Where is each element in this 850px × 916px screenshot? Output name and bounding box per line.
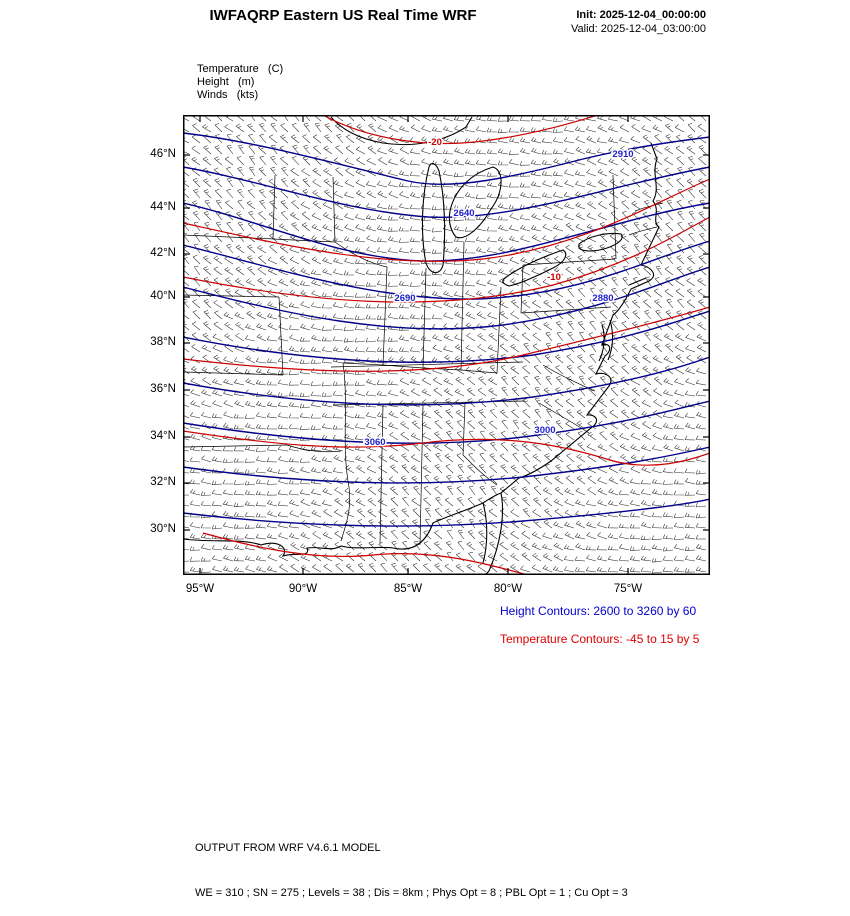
model-output-line: OUTPUT FROM WRF V4.6.1 MODEL bbox=[195, 842, 381, 854]
temperature-contour-label: -10 bbox=[547, 272, 561, 283]
model-footer: OUTPUT FROM WRF V4.6.1 MODEL WE = 310 ; … bbox=[195, 811, 628, 916]
coastline bbox=[482, 502, 488, 564]
state-boundary bbox=[278, 296, 284, 376]
temperature-contour bbox=[182, 306, 711, 372]
lon-axis-label: 95°W bbox=[185, 583, 215, 595]
height-contour-label: 2880 bbox=[592, 293, 613, 304]
valid-time: Valid: 2025-12-04_03:00:00 bbox=[571, 23, 706, 35]
height-contour bbox=[182, 446, 711, 484]
state-boundary bbox=[272, 174, 276, 240]
wind-barbs bbox=[178, 111, 707, 574]
state-boundary bbox=[520, 306, 612, 314]
lat-axis-label: 38°N bbox=[150, 336, 176, 348]
state-boundary bbox=[628, 226, 658, 236]
legend-item: Temperature (C) bbox=[197, 63, 284, 75]
state-boundary bbox=[462, 402, 498, 486]
lon-axis-label: 80°W bbox=[493, 583, 523, 595]
forecast-map: -20 2910 2640 2690 -10 2880 3060 3000 bbox=[178, 111, 711, 576]
state-boundary bbox=[286, 444, 342, 453]
temperature-contour-label: -20 bbox=[428, 137, 442, 148]
coastline bbox=[628, 277, 647, 286]
coastline bbox=[421, 162, 446, 274]
lon-axis-label: 75°W bbox=[613, 583, 643, 595]
state-boundary bbox=[334, 241, 388, 268]
state-boundary bbox=[460, 286, 502, 374]
height-contour-label: 3060 bbox=[364, 437, 385, 448]
map-frame bbox=[183, 115, 710, 575]
state-boundary bbox=[340, 362, 351, 542]
model-config-line: WE = 310 ; SN = 275 ; Levels = 38 ; Dis … bbox=[195, 887, 628, 899]
height-contour bbox=[182, 310, 711, 364]
lat-axis-label: 36°N bbox=[150, 383, 176, 395]
state-boundary bbox=[419, 404, 424, 546]
temperature-contour bbox=[182, 430, 711, 466]
temperature-contour bbox=[182, 178, 711, 262]
state-boundary bbox=[379, 404, 384, 544]
temperature-contour bbox=[202, 532, 529, 576]
run-times: Init: 2025-12-04_00:00:00 Valid: 2025-12… bbox=[520, 8, 706, 36]
lat-axis-label: 44°N bbox=[150, 201, 176, 213]
state-boundary bbox=[330, 361, 524, 368]
height-contour-label: 3000 bbox=[534, 425, 555, 436]
coastline bbox=[578, 232, 623, 252]
page-title: IWFAQRP Eastern US Real Time WRF bbox=[209, 7, 477, 24]
legend-item: Winds (kts) bbox=[197, 89, 259, 101]
height-contour bbox=[182, 240, 711, 300]
state-boundary bbox=[542, 364, 596, 392]
map-canvas: -20 2910 2640 2690 -10 2880 3060 3000 bbox=[178, 111, 711, 576]
height-contour-label: 2910 bbox=[612, 149, 633, 160]
state-boundary bbox=[182, 371, 284, 376]
state-boundary bbox=[182, 444, 288, 448]
coastline bbox=[330, 116, 473, 146]
height-contour-caption: Height Contours: 2600 to 3260 by 60 bbox=[500, 604, 697, 618]
temperature-contour bbox=[322, 114, 599, 145]
lat-axis-label: 34°N bbox=[150, 430, 176, 442]
field-legend: Temperature (C) Height (m) Winds (kts) bbox=[197, 63, 283, 102]
lat-axis-label: 32°N bbox=[150, 476, 176, 488]
lon-axis-label: 85°W bbox=[393, 583, 423, 595]
height-contour bbox=[182, 498, 711, 527]
height-contour bbox=[182, 356, 711, 406]
state-boundary bbox=[272, 238, 336, 243]
state-boundary bbox=[332, 176, 336, 243]
state-boundary bbox=[182, 294, 280, 298]
state-boundary bbox=[520, 264, 524, 314]
height-contour-label: 2690 bbox=[394, 293, 415, 304]
state-boundary bbox=[182, 234, 276, 240]
coastline bbox=[598, 319, 613, 362]
coastline bbox=[182, 492, 502, 558]
lat-axis-label: 40°N bbox=[150, 290, 176, 302]
state-boundary bbox=[538, 402, 590, 434]
height-contour bbox=[182, 266, 711, 330]
coastline bbox=[502, 249, 567, 287]
height-contour bbox=[182, 132, 711, 186]
lat-axis-label: 46°N bbox=[150, 148, 176, 160]
coastline bbox=[448, 166, 502, 239]
state-boundary bbox=[522, 258, 616, 266]
legend-item: Height (m) bbox=[197, 76, 255, 88]
lat-axis-label: 42°N bbox=[150, 247, 176, 259]
lat-axis-label: 30°N bbox=[150, 523, 176, 535]
height-contour-label: 2640 bbox=[453, 208, 474, 219]
height-contour bbox=[182, 166, 711, 219]
temperature-contour bbox=[182, 216, 711, 303]
init-time: Init: 2025-12-04_00:00:00 bbox=[576, 9, 706, 21]
temperature-contour-caption: Temperature Contours: -45 to 15 by 5 bbox=[500, 632, 700, 646]
lon-axis-label: 90°W bbox=[288, 583, 318, 595]
coastline bbox=[484, 142, 660, 576]
